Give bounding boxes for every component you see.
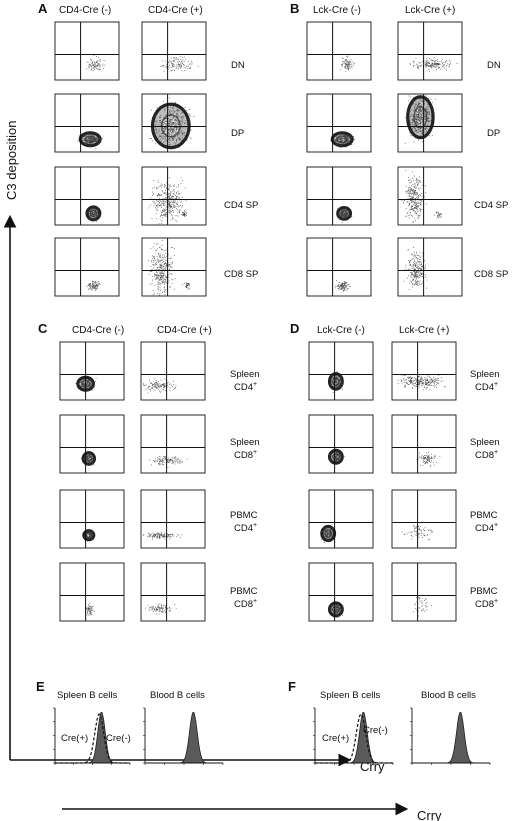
- flow-plot-c-r4-c1: [59, 562, 125, 622]
- panel-e-hist-title-2: Blood B cells: [150, 690, 205, 701]
- flow-plot-d-r1-c1: [308, 341, 374, 401]
- flow-plot-d-r4-c2: [391, 562, 457, 622]
- svg-text:CD4+: CD4+: [475, 522, 498, 534]
- panel-f-hist-2: [410, 707, 491, 765]
- panel-a-col-2: CD4-Cre (+): [148, 5, 203, 16]
- panel-e-hist-1: [53, 707, 131, 765]
- svg-text:PBMC: PBMC: [470, 586, 498, 597]
- panel-d-row-label-spleen-cd4: Spleen CD4+: [470, 369, 500, 393]
- panel-d-col-1: Lck-Cre (-): [317, 325, 365, 336]
- panel-d-row-label-pbmc-cd4: PBMC CD4+: [470, 510, 498, 534]
- panel-b-col-2: Lck-Cre (+): [405, 5, 455, 16]
- flow-plots: [54, 21, 463, 622]
- flow-plot-c-r1-c2: [140, 341, 206, 401]
- flow-plot-b-r1-c1: [306, 21, 372, 81]
- flow-plot-b-r3-c2: [397, 166, 463, 226]
- svg-text:CD4+: CD4+: [475, 381, 498, 393]
- svg-text:Spleen: Spleen: [230, 369, 260, 380]
- panel-c-row-label-spleen-cd8: Spleen CD8+: [230, 437, 260, 461]
- flow-plot-a-r4-c1: [54, 237, 120, 297]
- panel-c-row-label-spleen-cd4: Spleen CD4+: [230, 369, 260, 393]
- panel-b-row-label-dn: DN: [487, 60, 501, 71]
- panel-letter-b: B: [290, 1, 299, 16]
- flow-plot-c-r4-c2: [140, 562, 206, 622]
- flow-plot-d-r1-c2: [391, 341, 457, 401]
- flow-plot-d-r3-c2: [391, 489, 457, 549]
- flow-plot-b-r1-c2: [397, 21, 463, 81]
- svg-text:CD8+: CD8+: [234, 598, 257, 610]
- svg-text:CD4+: CD4+: [234, 522, 257, 534]
- panel-e-cre-minus-label: Cre(-): [106, 733, 131, 744]
- panel-letter-c: C: [38, 321, 48, 336]
- panel-c-row-label-pbmc-cd4: PBMC CD4+: [230, 510, 258, 534]
- flow-plot-a-r2-c1: [54, 93, 120, 153]
- svg-text:CD8+: CD8+: [475, 598, 498, 610]
- flow-plot-d-r2-c2: [391, 414, 457, 474]
- flow-plot-c-r2-c2: [140, 414, 206, 474]
- panel-a-row-label-cd4sp: CD4 SP: [224, 200, 258, 211]
- panel-a-row-label-cd8sp: CD8 SP: [224, 269, 258, 280]
- svg-text:PBMC: PBMC: [230, 586, 258, 597]
- panel-f-hist-1: [313, 707, 394, 765]
- panel-a-col-1: CD4-Cre (-): [59, 5, 111, 16]
- flow-plot-a-r4-c2: [141, 237, 207, 297]
- panel-letter-d: D: [290, 321, 299, 336]
- panel-letter-f: F: [288, 679, 296, 694]
- svg-text:CD8+: CD8+: [475, 449, 498, 461]
- panel-d-row-label-pbmc-cd8: PBMC CD8+: [470, 586, 498, 610]
- panel-letter-a: A: [38, 1, 48, 16]
- flow-plot-b-r4-c1: [306, 237, 372, 297]
- svg-text:PBMC: PBMC: [230, 510, 258, 521]
- svg-text:Spleen: Spleen: [470, 437, 500, 448]
- panel-f-hist-title-1: Spleen B cells: [320, 690, 380, 701]
- panel-b-row-label-cd8sp: CD8 SP: [474, 269, 508, 280]
- histogram-plots: [53, 707, 491, 765]
- flow-plot-a-r3-c2: [141, 166, 207, 226]
- panel-f-hist-title-2: Blood B cells: [421, 690, 476, 701]
- panel-e-cre-plus-label: Cre(+): [61, 733, 88, 744]
- panel-a-row-label-dn: DN: [231, 60, 245, 71]
- flow-plot-b-r2-c2: [397, 93, 463, 153]
- panel-c-col-2: CD4-Cre (+): [157, 325, 212, 336]
- panel-f-cre-minus-label: Cre(-): [363, 725, 388, 736]
- flow-plot-d-r3-c1: [308, 489, 374, 549]
- flow-plot-d-r4-c1: [308, 562, 374, 622]
- svg-text:CD8+: CD8+: [234, 449, 257, 461]
- flow-plot-c-r3-c2: [140, 489, 206, 549]
- panel-b-row-label-cd4sp: CD4 SP: [474, 200, 508, 211]
- panel-e-hist-2: [143, 707, 224, 765]
- panel-b-row-label-dp: DP: [487, 128, 500, 139]
- flow-plot-c-r2-c1: [59, 414, 125, 474]
- flow-plot-b-r3-c1: [306, 166, 372, 226]
- flow-plot-b-r2-c1: [306, 93, 372, 153]
- panel-letter-e: E: [36, 679, 45, 694]
- panel-c-col-1: CD4-Cre (-): [72, 325, 124, 336]
- flow-plot-d-r2-c1: [308, 414, 374, 474]
- panel-a-row-label-dp: DP: [231, 128, 244, 139]
- flow-plot-a-r3-c1: [54, 166, 120, 226]
- panel-d-row-label-spleen-cd8: Spleen CD8+: [470, 437, 500, 461]
- panel-c-row-label-pbmc-cd8: PBMC CD8+: [230, 586, 258, 610]
- svg-text:CD4+: CD4+: [234, 381, 257, 393]
- panel-f-cre-plus-label: Cre(+): [322, 733, 349, 744]
- panel-b-col-1: Lck-Cre (-): [313, 5, 361, 16]
- svg-text:Spleen: Spleen: [470, 369, 500, 380]
- flow-plot-b-r4-c2: [397, 237, 463, 297]
- svg-text:PBMC: PBMC: [470, 510, 498, 521]
- flow-plot-c-r1-c1: [59, 341, 125, 401]
- svg-text:Spleen: Spleen: [230, 437, 260, 448]
- flow-plot-c-r3-c1: [59, 489, 125, 549]
- flow-plot-a-r1-c1: [54, 21, 120, 81]
- panel-d-col-2: Lck-Cre (+): [399, 325, 449, 336]
- bottom-x-axis-title: Crry: [417, 808, 442, 821]
- flow-plot-a-r2-c2: [141, 93, 207, 153]
- y-axis-title: C3 deposition: [4, 121, 19, 201]
- panel-e-hist-title-1: Spleen B cells: [57, 690, 117, 701]
- flow-plot-a-r1-c2: [141, 21, 207, 81]
